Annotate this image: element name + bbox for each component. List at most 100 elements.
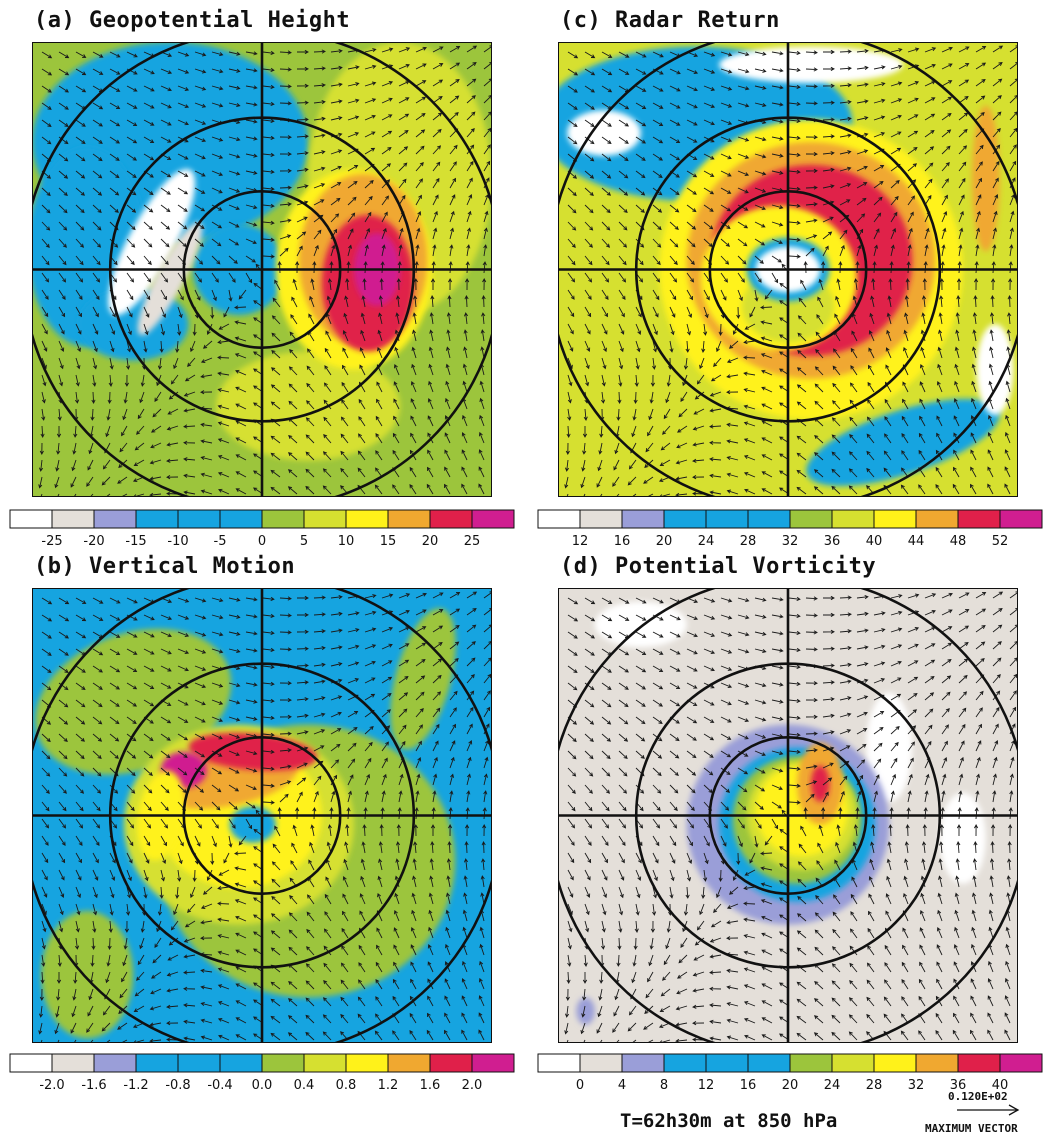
wind-vector bbox=[41, 85, 52, 93]
wind-vector bbox=[581, 459, 586, 472]
wind-vector bbox=[107, 391, 112, 404]
wind-vector bbox=[924, 790, 929, 803]
wind-vector bbox=[381, 790, 386, 803]
wind-vector bbox=[343, 858, 349, 871]
wind-vector bbox=[41, 767, 51, 777]
wind-vector bbox=[761, 1000, 773, 1007]
wind-vector bbox=[771, 272, 779, 284]
wind-vector bbox=[839, 612, 852, 617]
wind-vector bbox=[415, 244, 420, 257]
wind-vector bbox=[463, 875, 468, 888]
wind-vector bbox=[274, 825, 281, 837]
wind-vector bbox=[482, 278, 487, 291]
wind-vector bbox=[173, 903, 179, 916]
wind-vector bbox=[761, 420, 773, 427]
wind-vector bbox=[669, 68, 681, 75]
wind-vector bbox=[109, 648, 121, 655]
wind-vector bbox=[58, 187, 68, 197]
wind-vector bbox=[58, 903, 64, 916]
wind-vector bbox=[584, 903, 590, 916]
wind-vector bbox=[618, 699, 629, 708]
wind-vector bbox=[737, 68, 750, 74]
wind-vector bbox=[449, 592, 461, 599]
wind-vector bbox=[652, 170, 663, 178]
wind-vector bbox=[975, 740, 982, 752]
wind-vector bbox=[866, 467, 875, 478]
wind-vector bbox=[157, 357, 163, 370]
wind-vector bbox=[686, 187, 697, 195]
wind-vector bbox=[133, 1005, 145, 1012]
wind-vector bbox=[347, 196, 357, 206]
wind-vector bbox=[432, 707, 441, 718]
wind-vector bbox=[822, 791, 829, 803]
wind-vector bbox=[890, 693, 902, 701]
wind-vector bbox=[126, 886, 132, 899]
wind-vector bbox=[584, 119, 595, 127]
wind-vector bbox=[126, 665, 138, 672]
wind-vector bbox=[277, 807, 282, 820]
wind-vector bbox=[279, 731, 292, 736]
wind-vector bbox=[754, 187, 767, 193]
wind-vector bbox=[415, 740, 422, 752]
wind-vector bbox=[449, 177, 456, 189]
wind-vector bbox=[1009, 227, 1014, 240]
wind-vector bbox=[415, 708, 424, 718]
wind-vector bbox=[58, 886, 65, 898]
wind-vector bbox=[788, 664, 801, 670]
wind-vector bbox=[850, 911, 858, 922]
wind-vector bbox=[618, 614, 630, 621]
wind-vector bbox=[364, 790, 369, 803]
wind-vector bbox=[856, 213, 866, 223]
wind-vector bbox=[428, 346, 434, 359]
wind-vector bbox=[907, 643, 919, 650]
wind-vector bbox=[143, 255, 152, 266]
wind-vector bbox=[856, 116, 869, 121]
wind-vector bbox=[449, 210, 455, 223]
wind-vector bbox=[737, 682, 750, 688]
wind-vector bbox=[75, 221, 85, 231]
wind-vector bbox=[680, 391, 688, 402]
wind-vector bbox=[394, 892, 400, 905]
wind-vector bbox=[849, 962, 858, 973]
wind-vector bbox=[217, 421, 230, 427]
wind-vector bbox=[709, 970, 722, 975]
wind-vector bbox=[941, 724, 949, 735]
wind-vector bbox=[466, 756, 472, 769]
wind-vector bbox=[618, 238, 628, 248]
wind-vector bbox=[649, 937, 654, 950]
wind-vector bbox=[288, 434, 298, 444]
wind-vector bbox=[228, 767, 240, 774]
wind-vector bbox=[279, 764, 292, 769]
wind-vector bbox=[279, 152, 292, 157]
wind-vector bbox=[822, 697, 835, 702]
wind-vector bbox=[975, 657, 985, 667]
wind-vector bbox=[669, 818, 678, 829]
wind-vector bbox=[166, 475, 179, 480]
wind-vector bbox=[262, 749, 275, 754]
wind-vector bbox=[235, 983, 247, 990]
wind-vector bbox=[364, 244, 369, 257]
wind-vector bbox=[347, 65, 360, 70]
wind-vector bbox=[567, 374, 573, 387]
wind-vector bbox=[855, 261, 860, 274]
colorbar-swatch bbox=[261, 509, 305, 529]
wind-vector bbox=[873, 212, 882, 223]
colorbar-tick-label: 32 bbox=[908, 1078, 925, 1093]
wind-vector bbox=[975, 161, 983, 172]
wind-vector bbox=[613, 459, 620, 471]
wind-vector bbox=[816, 860, 824, 871]
wind-vector bbox=[330, 116, 343, 121]
wind-vector bbox=[856, 743, 867, 752]
wind-vector bbox=[901, 415, 909, 427]
wind-vector bbox=[618, 119, 629, 127]
wind-vector bbox=[872, 261, 877, 274]
wind-vector bbox=[726, 985, 739, 990]
wind-vector bbox=[924, 63, 936, 70]
wind-vector bbox=[154, 937, 162, 948]
wind-vector bbox=[143, 852, 150, 864]
wind-vector bbox=[890, 644, 903, 650]
wind-vector bbox=[463, 892, 468, 905]
colorbar-swatch bbox=[345, 1053, 389, 1073]
wind-vector bbox=[461, 432, 468, 444]
wind-vector bbox=[720, 767, 731, 775]
